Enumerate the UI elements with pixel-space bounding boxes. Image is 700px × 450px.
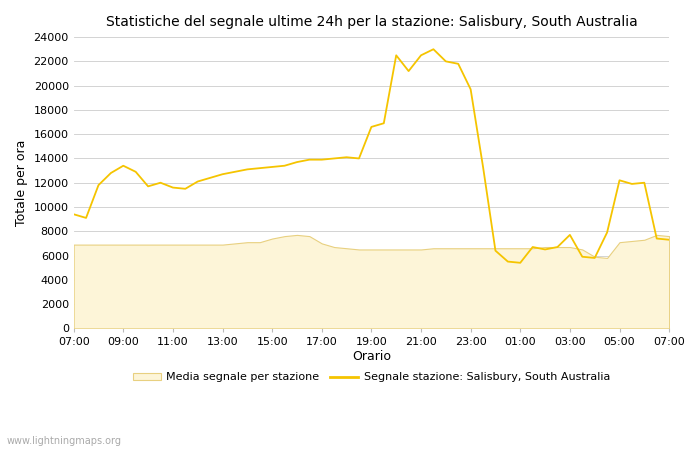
Text: www.lightningmaps.org: www.lightningmaps.org bbox=[7, 436, 122, 446]
Title: Statistiche del segnale ultime 24h per la stazione: Salisbury, South Australia: Statistiche del segnale ultime 24h per l… bbox=[106, 15, 637, 29]
Y-axis label: Totale per ora: Totale per ora bbox=[15, 140, 28, 226]
X-axis label: Orario: Orario bbox=[352, 350, 391, 363]
Legend: Media segnale per stazione, Segnale stazione: Salisbury, South Australia: Media segnale per stazione, Segnale staz… bbox=[128, 368, 615, 387]
